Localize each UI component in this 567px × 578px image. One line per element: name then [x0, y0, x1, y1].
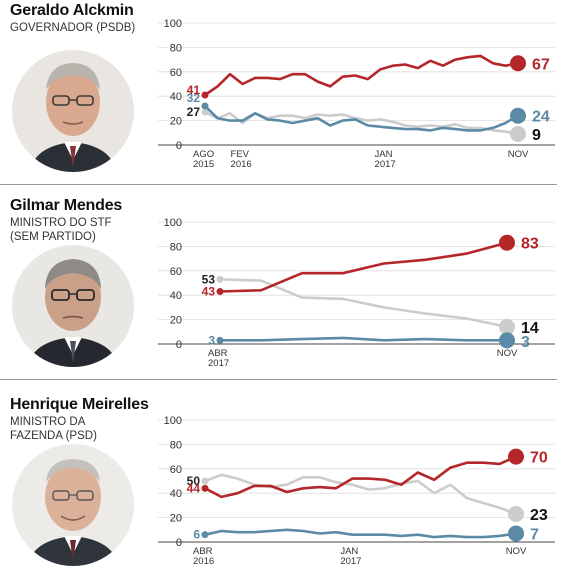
x-tick-label: AGO	[193, 149, 214, 160]
end-point	[508, 505, 524, 522]
y-tick-label: 100	[164, 217, 182, 229]
end-value-label: 24	[532, 109, 550, 126]
x-tick-label: 2016	[231, 159, 252, 170]
start-point	[201, 91, 209, 99]
x-tick-label: JAN	[375, 149, 393, 160]
x-tick-label: NOV	[508, 149, 529, 160]
series-line-neutral	[204, 105, 519, 132]
x-tick-label: NOV	[506, 546, 527, 557]
panel-subtitle: GOVERNADOR (PSDB)	[10, 22, 136, 34]
start-value-label: 41	[187, 83, 201, 97]
x-tick-label: FEV	[231, 149, 250, 160]
panel-subtitle: MINISTRO DO STF (SEM PARTIDO)	[10, 217, 112, 243]
panel-meirelles: Henrique Meirelles MINISTRO DA FAZENDA (…	[0, 380, 567, 578]
start-value-label: 27	[187, 105, 201, 119]
end-point	[508, 525, 524, 542]
y-tick-label: 40	[170, 91, 182, 103]
end-point	[499, 332, 515, 349]
x-tick-label: 2017	[375, 159, 396, 170]
y-tick-label: 60	[170, 67, 182, 79]
portrait-avatar	[12, 50, 134, 172]
series-line-approve	[204, 455, 517, 499]
y-tick-label: 40	[170, 488, 182, 500]
y-tick-label: 80	[170, 42, 182, 54]
y-tick-label: 80	[170, 439, 182, 451]
end-value-label: 7	[530, 526, 539, 543]
panel-alckmin: Geraldo Alckmin GOVERNADOR (PSDB) 100 80 6…	[0, 0, 567, 184]
start-point	[201, 531, 209, 539]
y-tick-label: 60	[170, 266, 182, 278]
y-tick-label: 60	[170, 464, 182, 476]
y-tick-label: 0	[176, 537, 182, 549]
x-tick-label: NOV	[497, 348, 518, 359]
panel-subtitle: MINISTRO DA FAZENDA (PSD)	[10, 416, 97, 442]
series-line-neutral	[220, 336, 507, 342]
start-point	[216, 288, 224, 296]
start-value-label: 6	[193, 528, 200, 542]
end-point	[508, 448, 524, 465]
start-value-label: 32	[187, 91, 201, 105]
start-value-label: 3	[208, 333, 215, 347]
y-tick-label: 20	[170, 116, 182, 128]
x-tick-label: 2015	[193, 159, 214, 170]
end-value-label: 67	[532, 56, 550, 73]
y-tick-label: 100	[164, 415, 182, 427]
start-point	[216, 275, 224, 283]
start-point	[201, 102, 209, 110]
divider	[0, 379, 557, 380]
start-value-label: 50	[187, 474, 201, 488]
y-tick-label: 20	[170, 513, 182, 525]
divider	[0, 184, 557, 185]
start-value-label: 53	[202, 272, 216, 286]
series-line-disapprove	[219, 278, 508, 329]
start-point	[201, 484, 209, 492]
end-point	[499, 234, 515, 251]
x-tick-label: 2017	[208, 358, 229, 369]
series-line-approve	[219, 241, 508, 293]
portrait-avatar	[12, 245, 134, 367]
panel-title: Henrique Meirelles	[10, 396, 149, 413]
y-tick-label: 40	[170, 290, 182, 302]
x-tick-label: 2017	[340, 556, 361, 567]
series-line-approve	[204, 54, 519, 97]
series-line-neutral	[204, 528, 517, 539]
x-tick-label: 2016	[193, 556, 214, 567]
x-tick-label: ABR	[193, 546, 213, 557]
x-tick-label: JAN	[340, 546, 358, 557]
end-value-label: 9	[532, 127, 541, 144]
end-point	[510, 55, 526, 72]
end-point	[499, 318, 515, 335]
end-value-label: 83	[521, 236, 539, 253]
end-point	[510, 126, 526, 143]
panel-title: Gilmar Mendes	[10, 197, 123, 214]
x-tick-label: ABR	[208, 348, 228, 359]
end-value-label: 70	[530, 450, 548, 467]
y-tick-label: 20	[170, 315, 182, 327]
y-tick-label: 0	[176, 339, 182, 351]
y-tick-label: 0	[176, 140, 182, 152]
start-point	[201, 108, 209, 116]
start-value-label: 44	[187, 481, 201, 495]
start-point	[216, 336, 224, 344]
end-point	[510, 107, 526, 124]
end-value-label: 23	[530, 507, 548, 524]
y-tick-label: 100	[164, 18, 182, 30]
series-line-disapprove	[204, 473, 517, 516]
panel-mendes: Gilmar Mendes MINISTRO DO STF (SEM PARTI…	[0, 185, 567, 379]
start-value-label: 43	[202, 285, 216, 299]
y-tick-label: 80	[170, 241, 182, 253]
end-value-label: 14	[521, 320, 539, 337]
start-point	[201, 477, 209, 485]
portrait-avatar	[12, 444, 134, 566]
panel-title: Geraldo Alckmin	[10, 2, 134, 19]
end-value-label: 3	[521, 334, 530, 351]
